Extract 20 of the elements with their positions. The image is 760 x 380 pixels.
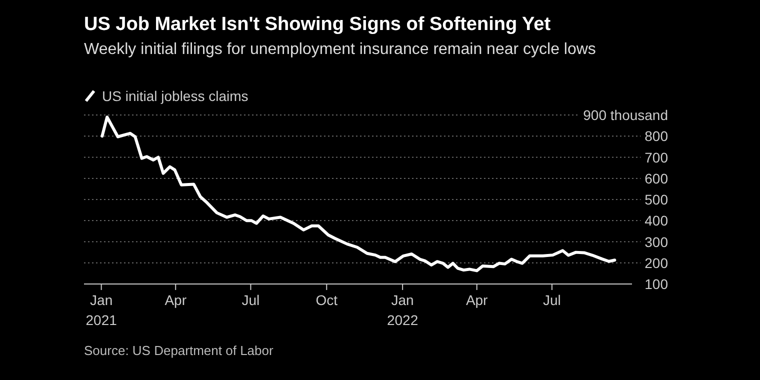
y-tick-label: 800 [644,128,668,144]
x-tick-label: Apr [466,292,488,308]
y-tick-label: 100 [644,276,668,292]
y-tick-label: 500 [644,192,668,208]
source-note: Source: US Department of Labor [84,343,274,358]
y-tick-label: 200 [644,254,668,271]
y-tick-label: 900 thousand [583,107,668,123]
x-tick-label: Jan 2022 [386,292,418,328]
x-tick-label: Jul [242,292,260,308]
y-tick-label: 400 [644,212,668,229]
x-tick-label: Jan 2021 [86,292,118,328]
x-tick-label: Jul [542,292,561,308]
x-tick-label: Apr [164,292,187,308]
y-tick-label: 300 [644,234,668,250]
x-tick-label: Oct [316,292,338,308]
chart-title: US Job Market Isn't Showing Signs of Softening Yet [84,14,552,35]
legend-label: US initial jobless claims [102,88,248,104]
y-tick-label: 700 [644,149,668,166]
y-tick-label: 600 [644,170,668,186]
chart-subtitle: Weekly initial filings for unemployment insurance remain near cycle lows [84,41,596,58]
